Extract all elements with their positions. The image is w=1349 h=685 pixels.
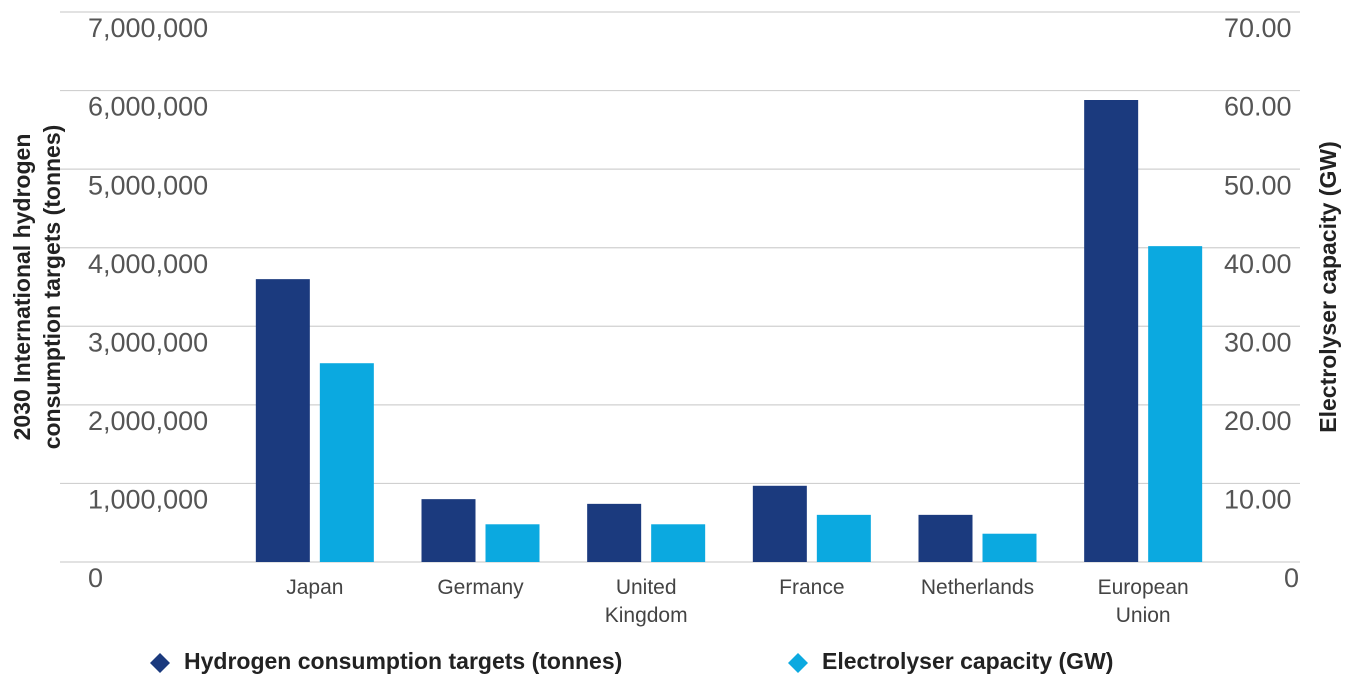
y2-tick-label: 60.00 [1224,92,1292,122]
x-tick-label-line: Germany [437,576,524,599]
bar [319,363,374,562]
y2-tick-label: 20.00 [1224,406,1292,436]
bar [982,533,1037,562]
bar [752,485,807,562]
x-tick-label: Germany [437,576,524,599]
y2-tick-label: 10.00 [1224,485,1292,515]
y2-tick-label: 30.00 [1224,327,1292,357]
y-tick-label: 1,000,000 [88,485,208,515]
x-tick-label-line: Japan [286,576,343,599]
bar [421,499,476,562]
y-axis-title-line: consumption targets (tonnes) [39,125,65,450]
legend-marker [150,653,170,673]
bar [816,514,871,562]
x-tick-label-line: United [616,576,677,599]
x-tick-label-line: Kingdom [605,604,688,627]
x-tick-label-line: European [1098,576,1189,599]
bar [918,514,973,562]
y-axis-title: 2030 International hydrogen consumption t… [9,125,65,450]
x-tick-label: European Union [1098,576,1189,627]
y2-tick-label: 0 [1284,563,1299,593]
y2-tick-label: 40.00 [1224,249,1292,279]
legend-marker [788,653,808,673]
legend: Hydrogen consumption targets (tonnes) Ele… [150,648,1113,674]
legend-label: Hydrogen consumption targets (tonnes) [184,648,622,674]
y-axis-title-line: 2030 International hydrogen [9,134,35,441]
bar [1148,246,1203,562]
y-tick-label: 0 [88,563,103,593]
y-tick-label: 7,000,000 [88,13,208,43]
x-tick-label: Netherlands [921,576,1034,599]
y2-tick-label: 70.00 [1224,13,1292,43]
bar [651,524,706,562]
x-tick-label: France [779,576,844,599]
bar [587,503,642,562]
bar [1084,100,1139,562]
x-tick-label: Japan [286,576,343,599]
x-tick-label: United Kingdom [605,576,688,627]
x-tick-label-line: Netherlands [921,576,1034,599]
bar [255,279,310,562]
y2-tick-label: 50.00 [1224,170,1292,200]
x-tick-label-line: Union [1116,604,1171,627]
y-tick-label: 6,000,000 [88,92,208,122]
y-tick-label: 2,000,000 [88,406,208,436]
y-tick-label: 4,000,000 [88,249,208,279]
y2-axis-title: Electrolyser capacity (GW) [1315,141,1341,432]
x-tick-label-line: France [779,576,844,599]
y-tick-label: 3,000,000 [88,327,208,357]
legend-label: Electrolyser capacity (GW) [822,648,1113,674]
y-tick-label: 5,000,000 [88,170,208,200]
bar [485,524,540,562]
